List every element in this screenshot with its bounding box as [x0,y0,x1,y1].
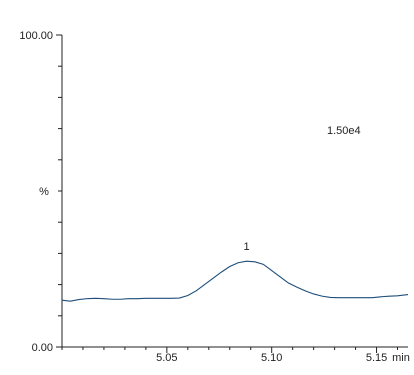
x-axis-unit-label: min [392,352,410,364]
ticks-layer: 100.00 0.00 5.05 5.10 5.15 [19,30,399,364]
trace-layer [61,260,409,302]
y-tick-label: 0.00 [32,342,53,354]
x-tick-label: 5.10 [261,352,282,364]
chromatogram-trace [61,260,409,302]
peak-label: 1 [243,241,249,253]
x-tick-label: 5.05 [156,352,177,364]
labels-layer: % min 1.50e4 1 [39,125,410,364]
y-axis-label: % [39,186,49,198]
x-tick-label: 5.15 [366,352,387,364]
axes-layer [61,35,408,348]
intensity-scale-label: 1.50e4 [327,125,361,137]
y-tick-label: 100.00 [19,30,53,42]
